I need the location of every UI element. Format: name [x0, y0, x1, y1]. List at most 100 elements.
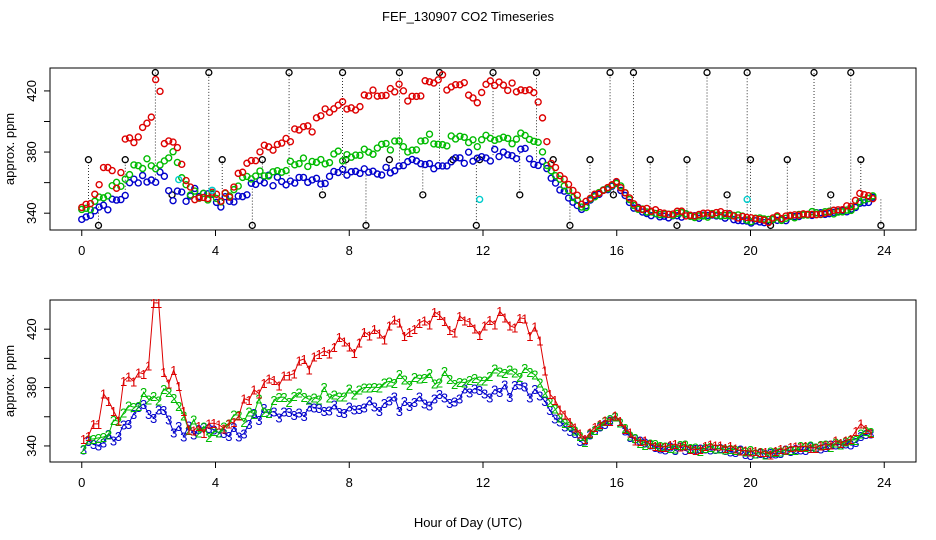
series-2-point: [491, 136, 499, 145]
series-3-glyph: 3: [100, 435, 107, 450]
series-1-point: [382, 91, 390, 100]
series-2-point: [304, 162, 312, 171]
series-1-glyph: 1: [316, 347, 323, 362]
series-1-glyph: 1: [697, 442, 704, 457]
series-1-glyph: 1: [787, 440, 794, 455]
series-1-glyph: 1: [130, 374, 137, 389]
series-3-point: [138, 171, 147, 180]
series-3-glyph: 3: [195, 422, 202, 437]
series-1-point: [404, 97, 412, 105]
series-2-glyph: 2: [386, 374, 393, 389]
series-1-glyph: 1: [100, 387, 107, 402]
series-2-point: [508, 140, 516, 148]
series-3-point: [325, 172, 334, 181]
series-1-glyph: 1: [416, 316, 423, 331]
series-1-point: [95, 180, 103, 189]
series-1-point: [360, 91, 369, 99]
series-3-glyph: 3: [486, 390, 493, 405]
panel-bottom-ylabel: approx. ppm: [2, 345, 17, 417]
series-1-point: [551, 163, 560, 172]
series-3-point: [330, 167, 338, 176]
series-1-point: [860, 190, 868, 199]
series-2-point: [273, 166, 282, 175]
series-3-point: [538, 157, 547, 166]
series-3-glyph: 3: [80, 443, 87, 458]
series-3-glyph: 3: [852, 435, 859, 450]
series-2-point: [856, 198, 864, 206]
series-3-point: [451, 154, 460, 162]
series-1-point: [473, 99, 482, 107]
series-2-glyph: 2: [546, 395, 553, 410]
series-2-glyph: 2: [571, 424, 578, 439]
series-3-point: [551, 179, 560, 187]
outlier-point: [673, 221, 681, 230]
series-3-glyph: 3: [526, 391, 533, 406]
series-2-point: [169, 148, 177, 156]
series-1-point: [751, 214, 760, 223]
series-3-glyph: 3: [521, 380, 528, 395]
series-3-point: [364, 168, 373, 176]
series-1-point: [617, 184, 625, 192]
series-1-glyph: 1: [85, 429, 92, 444]
series-3-glyph: 3: [667, 439, 674, 454]
series-3-glyph: 3: [627, 430, 634, 445]
series-1-glyph: 1: [200, 426, 207, 441]
series-2-glyph: 2: [732, 443, 739, 458]
series-1-point: [803, 210, 812, 219]
series-1-point: [247, 156, 255, 165]
series-2-glyph: 2: [381, 376, 388, 391]
series-2-glyph: 2: [361, 381, 368, 396]
series-2-point: [843, 206, 851, 214]
series-3-glyph: 3: [712, 442, 719, 457]
series-1-point: [764, 218, 773, 227]
y-tick-label: 380: [24, 377, 39, 399]
series-1-point: [795, 211, 803, 219]
series-1-point: [121, 135, 129, 143]
series-1-point: [664, 210, 673, 219]
series-1-glyph: 1: [606, 414, 613, 429]
series-1-glyph: 1: [426, 318, 433, 333]
series-2-glyph: 2: [170, 391, 177, 406]
series-3-glyph: 3: [476, 383, 483, 398]
series-2-point: [412, 146, 421, 154]
series-2-glyph: 2: [401, 373, 408, 388]
series-1-point: [851, 196, 860, 205]
series-3-glyph: 3: [175, 419, 182, 434]
series-1-point: [660, 209, 668, 217]
outlier-point: [857, 156, 865, 164]
outlier-point: [606, 68, 614, 77]
series-2-glyph: 2: [250, 407, 257, 422]
series-3-glyph: 3: [571, 426, 578, 441]
series-1-glyph: 1: [777, 442, 784, 457]
series-3-point: [421, 160, 429, 169]
series-3-glyph: 3: [621, 423, 628, 438]
series-3-glyph: 3: [260, 401, 267, 416]
series-2-point: [495, 135, 503, 143]
series-2-point: [438, 140, 447, 149]
series-1-glyph: 1: [521, 312, 528, 327]
series-2-glyph: 2: [285, 395, 292, 410]
series-3-glyph: 3: [391, 389, 398, 404]
series-1-glyph: 1: [90, 417, 97, 432]
series-3-point: [373, 170, 382, 178]
series-1-point: [195, 194, 203, 202]
series-1-glyph: 1: [195, 419, 202, 434]
series-2-glyph: 2: [331, 388, 338, 403]
series-1-point: [130, 138, 138, 147]
series-3-glyph: 3: [376, 404, 383, 419]
series-1-point: [808, 210, 816, 219]
series-1-glyph: 1: [140, 367, 147, 382]
series-3-glyph: 3: [295, 405, 302, 420]
series-3-point: [534, 161, 542, 170]
series-3-point: [291, 179, 299, 187]
series-2-point: [473, 142, 482, 151]
series-2-point: [382, 139, 390, 148]
series-3-point: [164, 186, 173, 195]
series-1-point: [812, 211, 821, 219]
panel-top-marks: [78, 68, 885, 230]
series-3-glyph: 3: [566, 424, 573, 439]
cyan-point: [743, 195, 751, 204]
series-1-point: [204, 194, 212, 203]
series-2-glyph: 2: [682, 437, 689, 452]
series-1-point: [703, 209, 712, 217]
